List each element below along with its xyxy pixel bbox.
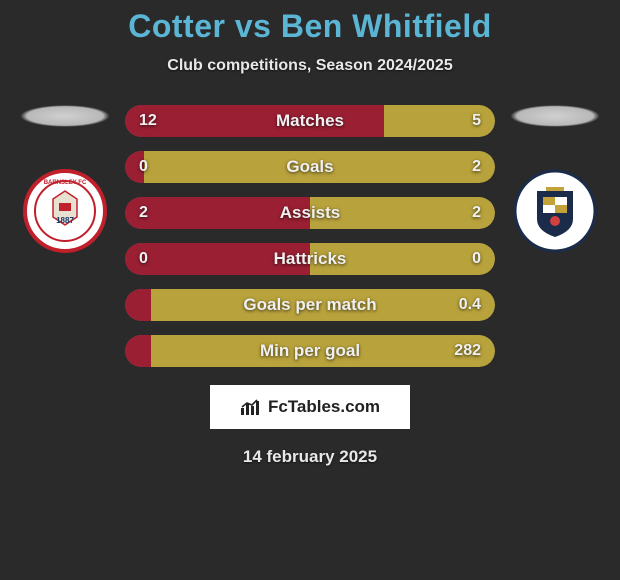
bar-fill-left	[125, 289, 151, 321]
comparison-card: Cotter vs Ben Whitfield Club competition…	[0, 0, 620, 580]
player-left-col: 1887 BARNSLEY FC	[15, 105, 115, 253]
stat-label: Goals	[286, 157, 333, 177]
bar-fill-left	[125, 105, 384, 137]
stat-value-right: 0	[472, 250, 481, 268]
player-right-col	[505, 105, 605, 253]
stat-label: Assists	[280, 203, 340, 223]
branding-text: FcTables.com	[268, 397, 380, 417]
club-crest-right	[513, 169, 597, 253]
stat-value-right: 2	[472, 204, 481, 222]
stat-label: Min per goal	[260, 341, 360, 361]
stat-bar: 0 Hattricks 0	[125, 243, 495, 275]
stat-bar: Goals per match 0.4	[125, 289, 495, 321]
club-crest-left: 1887 BARNSLEY FC	[23, 169, 107, 253]
player-right-placeholder	[510, 105, 600, 127]
stat-value-left: 0	[139, 158, 148, 176]
stat-label: Goals per match	[243, 295, 376, 315]
stat-value-right: 0.4	[459, 296, 481, 314]
stat-value-left: 12	[139, 112, 157, 130]
stats-bars: 12 Matches 5 0 Goals 2 2 Assists 2 0 Hattricks 0 Goa…	[125, 105, 495, 367]
crest-right-icon	[513, 169, 597, 253]
stat-bar: 0 Goals 2	[125, 151, 495, 183]
svg-text:1887: 1887	[56, 216, 74, 225]
page-title: Cotter vs Ben Whitfield	[0, 8, 620, 45]
comparison-row: 1887 BARNSLEY FC 12 Matches 5 0 Goals 2 2 Assis…	[0, 105, 620, 367]
stat-label: Hattricks	[274, 249, 347, 269]
stat-value-right: 5	[472, 112, 481, 130]
stat-value-right: 2	[472, 158, 481, 176]
subtitle: Club competitions, Season 2024/2025	[0, 57, 620, 75]
stat-bar: 2 Assists 2	[125, 197, 495, 229]
stat-value-left: 0	[139, 250, 148, 268]
player-left-placeholder	[20, 105, 110, 127]
stat-label: Matches	[276, 111, 344, 131]
stat-bar: 12 Matches 5	[125, 105, 495, 137]
bar-fill-left	[125, 335, 151, 367]
chart-icon	[240, 398, 262, 416]
crest-left-icon: 1887 BARNSLEY FC	[23, 169, 107, 253]
branding-badge: FcTables.com	[210, 385, 410, 429]
stat-value-left: 2	[139, 204, 148, 222]
stat-value-right: 282	[454, 342, 481, 360]
date-line: 14 february 2025	[0, 447, 620, 467]
stat-bar: Min per goal 282	[125, 335, 495, 367]
svg-text:BARNSLEY FC: BARNSLEY FC	[44, 180, 87, 186]
